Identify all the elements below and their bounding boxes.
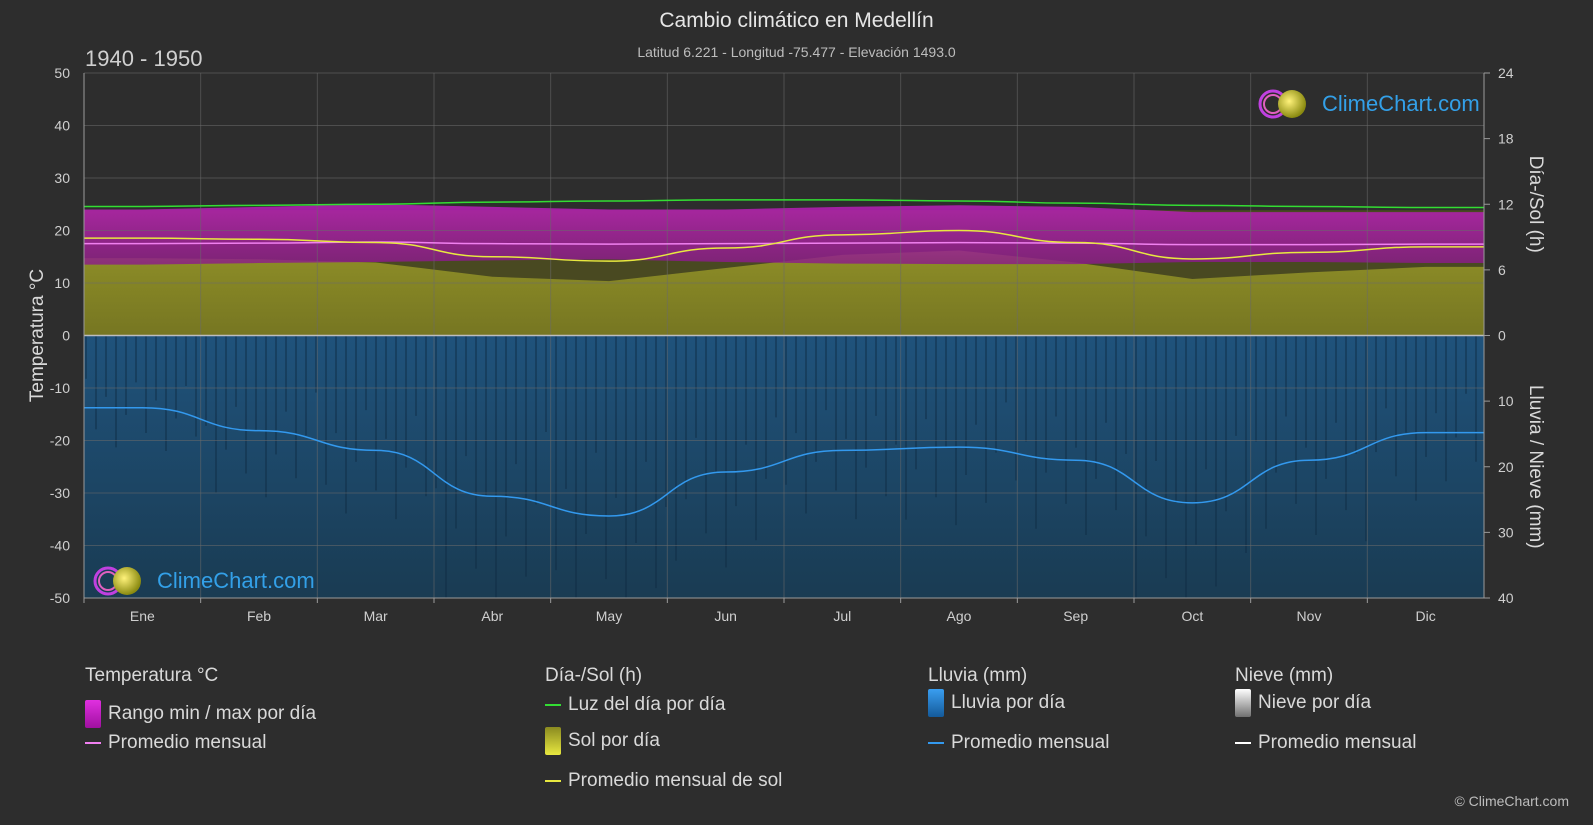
x-tick-label-month: Sep (1063, 608, 1088, 624)
y-tick-label-temperature: 40 (54, 118, 70, 134)
legend-label: Sol por día (568, 730, 660, 751)
legend-label: Luz del día por día (568, 694, 726, 715)
legend-item-snow-mean: Promedio mensual (1235, 732, 1416, 754)
legend-item-sun-mean: Promedio mensual de sol (545, 770, 782, 792)
legend-title-rain: Lluvia (mm) (928, 665, 1028, 686)
y-tick-label-sun: 12 (1498, 196, 1514, 212)
y-tick-label-temperature: -30 (50, 485, 70, 501)
period-label: 1940 - 1950 (85, 46, 203, 71)
y-tick-label-temperature: -50 (50, 590, 70, 606)
swatch-temp-range (85, 700, 101, 728)
swatch-sun-mean (545, 780, 561, 782)
x-tick-label-month: Ago (947, 608, 972, 624)
legend-item-rain: Lluvia por día (928, 689, 1065, 717)
legend-label: Lluvia por día (951, 692, 1066, 713)
y-tick-label-temperature: 10 (54, 275, 70, 291)
legend-title-temperature: Temperatura °C (85, 665, 219, 686)
sunshine-mean-line (84, 229, 1484, 262)
chart-title: Cambio climático en Medellín (659, 9, 934, 32)
legend-item-temp-mean: Promedio mensual (85, 732, 266, 754)
swatch-sunshine (545, 727, 561, 755)
legend-item-snow: Nieve por día (1235, 689, 1371, 717)
rain-mean-line (84, 406, 1484, 517)
legend-item-daylight: Luz del día por día (545, 694, 725, 716)
logo-top-text: ClimeChart.com (1322, 91, 1480, 116)
y-tick-label-sun: 0 (1498, 328, 1506, 344)
y-tick-label-rain: 30 (1498, 524, 1514, 540)
y-tick-label-sun: 6 (1498, 262, 1506, 278)
legend-title-snow: Nieve (mm) (1235, 665, 1334, 686)
swatch-daylight (545, 704, 561, 706)
y-tick-label-sun: 24 (1498, 65, 1514, 81)
swatch-temp-mean (85, 742, 101, 744)
y-axis-title-sun: Día-/Sol (h) (1525, 156, 1546, 253)
legend-label: Promedio mensual (1258, 732, 1417, 753)
legend-item-temp-range: Rango min / max por día (85, 700, 316, 728)
swatch-rain (928, 689, 944, 717)
chart-subtitle: Latitud 6.221 - Longitud -75.477 - Eleva… (637, 44, 956, 60)
y-tick-label-temperature: -40 (50, 538, 70, 554)
daylight-line (84, 199, 1484, 209)
y-tick-label-temperature: 0 (62, 328, 70, 344)
y-tick-label-rain: 10 (1498, 393, 1514, 409)
y-tick-label-temperature: 30 (54, 170, 70, 186)
logo-top[interactable]: ClimeChart.com (1258, 88, 1480, 120)
x-tick-label-month: Mar (364, 608, 388, 624)
legend-label: Promedio mensual de sol (568, 770, 783, 791)
y-tick-label-temperature: -20 (50, 433, 70, 449)
x-tick-label-month: Jun (714, 608, 737, 624)
logo-bottom-text: ClimeChart.com (157, 568, 315, 593)
climate-chart: 50 40 30 20 10 0 -10 -20 -30 -40 -50 24 18 12 6 0 10 20 30… (27, 65, 1546, 624)
swatch-snow (1235, 689, 1251, 717)
logo-bottom[interactable]: ClimeChart.com (93, 565, 315, 597)
y-tick-label-rain: 20 (1498, 459, 1514, 475)
climechart-logo-icon (1258, 89, 1306, 119)
swatch-rain-mean (928, 742, 944, 744)
x-tick-label-month: Oct (1181, 608, 1203, 624)
legend-label: Promedio mensual (108, 732, 267, 753)
x-tick-label-month: Ene (130, 608, 155, 624)
x-tick-label-month: Abr (481, 608, 503, 624)
y-tick-label-temperature: -10 (50, 380, 70, 396)
x-tick-label-month: Feb (247, 608, 271, 624)
y-tick-label-temperature: 50 (54, 65, 70, 81)
x-tick-label-month: May (596, 608, 622, 624)
temperature-mean-line (84, 241, 1484, 246)
x-tick-label-month: Jul (833, 608, 851, 624)
legend-label: Rango min / max por día (108, 703, 317, 724)
legend-item-sunshine: Sol por día (545, 727, 660, 755)
legend-label: Promedio mensual (951, 732, 1110, 753)
climechart-logo-icon (93, 566, 141, 596)
legend-item-rain-mean: Promedio mensual (928, 732, 1109, 754)
copyright: © ClimeChart.com (1454, 793, 1569, 809)
y-tick-label-temperature: 20 (54, 223, 70, 239)
y-axis-title-temperature: Temperatura °C (27, 269, 48, 402)
swatch-snow-mean (1235, 742, 1251, 744)
legend-label: Nieve por día (1258, 692, 1372, 713)
y-tick-label-rain: 40 (1498, 590, 1514, 606)
legend-title-sun: Día-/Sol (h) (545, 665, 643, 686)
y-tick-label-sun: 18 (1498, 131, 1514, 147)
y-axis-title-rain: Lluvia / Nieve (mm) (1525, 385, 1546, 549)
x-tick-label-month: Nov (1297, 608, 1322, 624)
x-tick-label-month: Dic (1416, 608, 1436, 624)
